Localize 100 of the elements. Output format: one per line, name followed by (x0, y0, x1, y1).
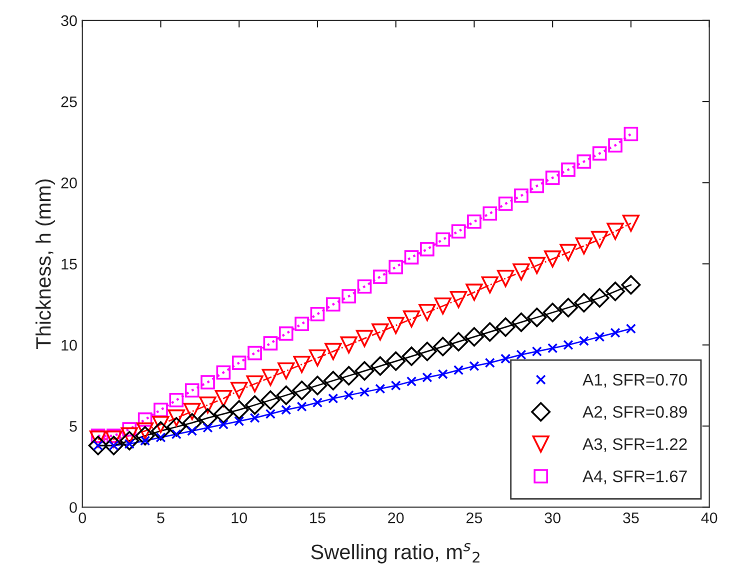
point (168, 409, 185, 427)
point (592, 146, 607, 161)
point (356, 330, 374, 347)
y-tick-label: 20 (61, 178, 77, 188)
point (214, 404, 234, 424)
point (514, 188, 528, 203)
point (466, 284, 483, 301)
point (354, 361, 374, 381)
point (156, 432, 166, 443)
point (558, 298, 578, 318)
point (498, 196, 513, 211)
point (451, 224, 466, 239)
point (544, 250, 562, 268)
point (516, 350, 526, 360)
point (262, 368, 279, 386)
point (418, 304, 436, 322)
point (497, 270, 514, 287)
point (229, 400, 249, 420)
point (342, 289, 356, 304)
point (166, 417, 186, 437)
point (496, 317, 516, 337)
x-tick-label: 10 (232, 512, 248, 524)
point (184, 402, 201, 420)
point (576, 154, 592, 169)
point (626, 324, 636, 334)
point (152, 416, 170, 433)
point (250, 412, 260, 424)
point (293, 356, 310, 373)
point (340, 336, 358, 354)
point (621, 275, 641, 295)
point (328, 393, 338, 404)
point (434, 297, 452, 315)
x-axis-title: Swelling ratio, m$^{s}$$_{2}$ (311, 542, 480, 564)
point (294, 316, 309, 331)
point (276, 386, 296, 405)
point (561, 162, 576, 177)
point (594, 332, 605, 342)
point (154, 402, 168, 418)
point (263, 336, 278, 350)
point (578, 336, 589, 346)
y-tick-label: 5 (70, 421, 77, 432)
point (359, 386, 370, 398)
point (88, 436, 108, 456)
point (386, 351, 406, 371)
point (548, 343, 558, 354)
point (404, 250, 419, 264)
point (560, 244, 577, 261)
x-tick-label: 15 (310, 512, 326, 524)
legend-label: A3, SFR=1.22 (582, 438, 687, 452)
point (406, 376, 417, 387)
point (438, 369, 448, 380)
point (312, 397, 323, 408)
point (390, 380, 401, 391)
point (292, 380, 312, 400)
point (387, 316, 404, 334)
point (574, 293, 594, 312)
point (464, 327, 484, 347)
x-tick-label: 20 (388, 512, 404, 524)
point (532, 346, 542, 357)
point (402, 310, 420, 328)
point (530, 178, 544, 194)
point (308, 349, 326, 366)
point (357, 279, 372, 294)
point (216, 365, 231, 380)
point (436, 232, 450, 247)
point (138, 412, 152, 427)
point (214, 390, 232, 408)
point (120, 430, 140, 450)
y-tick-label: 30 (61, 15, 77, 26)
point (512, 263, 530, 280)
point (372, 323, 389, 341)
point (199, 396, 216, 414)
point (373, 270, 388, 284)
point (608, 138, 622, 153)
point (182, 413, 202, 433)
y-tick-label: 25 (61, 96, 77, 108)
point (563, 340, 574, 350)
point (591, 230, 608, 248)
point (344, 390, 354, 400)
point (151, 421, 170, 441)
point (500, 354, 511, 364)
point (326, 297, 340, 312)
point (234, 416, 244, 426)
point (542, 302, 562, 322)
legend-label: A2, SFR=0.89 (582, 406, 687, 420)
point (339, 366, 359, 386)
y-tick-label: 15 (62, 258, 77, 270)
point (296, 402, 307, 412)
point (104, 436, 124, 456)
point (308, 376, 328, 396)
x-tick-label: 5 (157, 512, 164, 524)
point (448, 332, 468, 352)
point (606, 222, 624, 240)
point (265, 408, 276, 419)
point (246, 375, 264, 392)
point (482, 206, 498, 221)
point (200, 375, 215, 390)
point (136, 422, 154, 440)
point (622, 214, 640, 232)
point (450, 290, 468, 308)
